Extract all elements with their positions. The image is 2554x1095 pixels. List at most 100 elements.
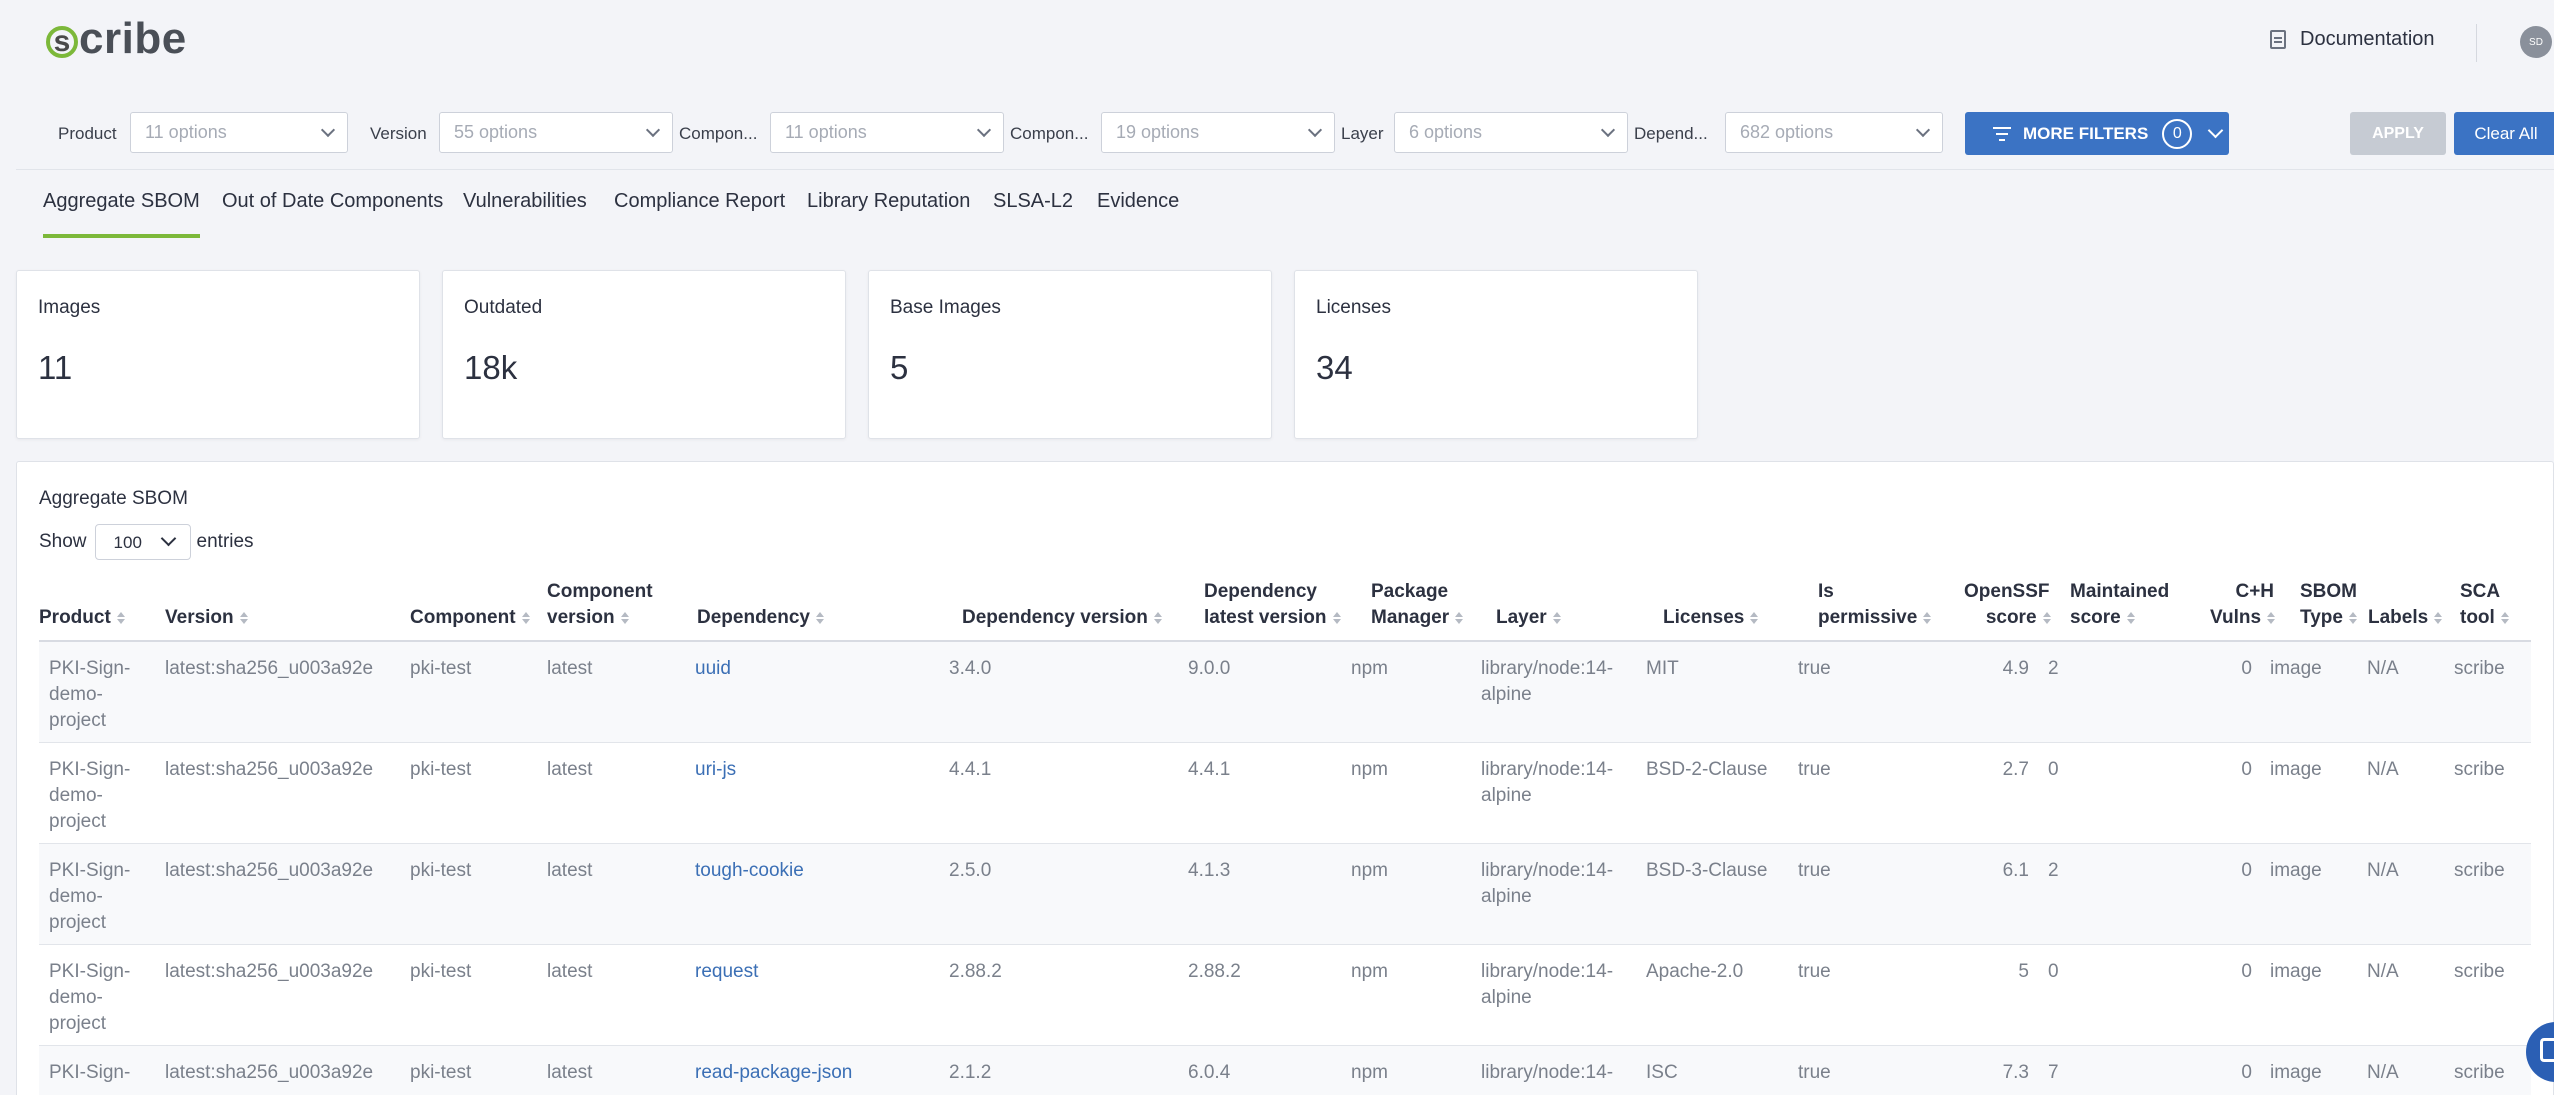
show-label: Show [39, 531, 87, 552]
column-header-text: Dependency [1204, 581, 1317, 602]
layer-filter-placeholder: 6 options [1409, 122, 1483, 142]
tab-vulnerabilities[interactable]: Vulnerabilities [463, 190, 587, 212]
column-header-package-manager[interactable]: Package Manager [1371, 579, 1464, 631]
column-header-text: score [1964, 605, 2051, 631]
dependency-filter-select[interactable]: 682 options [1725, 112, 1943, 153]
avatar[interactable]: SD [2520, 26, 2552, 58]
cell-dependency[interactable]: uuid [695, 658, 731, 679]
sort-icon[interactable] [2042, 611, 2051, 624]
cell-openssf: 7.3 [2002, 1062, 2029, 1083]
sort-icon[interactable] [1153, 611, 1162, 624]
cell-dependency[interactable]: read-package-json [695, 1062, 853, 1083]
version-filter-select[interactable]: 55 options [439, 112, 673, 153]
tab-evidence[interactable]: Evidence [1097, 190, 1180, 212]
cell-product: PKI-Sign-demo-project [49, 961, 131, 1034]
sort-icon[interactable] [815, 611, 824, 624]
cell-dependency-version: 2.1.2 [949, 1062, 992, 1083]
column-header-dependency-latest-version[interactable]: Dependency latest version [1204, 579, 1341, 631]
sort-icon[interactable] [2348, 611, 2357, 624]
entries-per-page-select[interactable]: 100 [94, 524, 191, 560]
stat-card-value: 11 [38, 349, 73, 386]
table-header-divider [39, 640, 2531, 642]
column-header-text: score [2070, 605, 2169, 631]
column-header-is-permissive[interactable]: Is permissive [1818, 579, 1932, 631]
table-row[interactable]: PKI-Sign-demo-project latest:sha256_u003a… [39, 743, 2531, 844]
cell-sca-tool: scribe [2454, 658, 2505, 679]
sort-icon[interactable] [1750, 611, 1759, 624]
column-header-labels[interactable]: Labels [2368, 605, 2443, 631]
column-header-dependency-version[interactable]: Dependency version [962, 605, 1162, 631]
layer-filter-select[interactable]: 6 options [1394, 112, 1628, 153]
tab-aggregate-sbom[interactable]: Aggregate SBOM [43, 190, 200, 238]
dependency-filter-placeholder: 682 options [1740, 122, 1834, 142]
cell-sbom-type: image [2270, 759, 2322, 780]
sort-icon[interactable] [2267, 611, 2276, 624]
column-header-text: Version [165, 605, 248, 631]
cell-package-manager: npm [1351, 658, 1388, 679]
table-row[interactable]: PKI-Sign-demo-project latest:sha256_u003a… [39, 642, 2531, 743]
cell-component: pki-test [410, 759, 472, 780]
sort-icon[interactable] [2500, 611, 2509, 624]
table-row[interactable]: PKI-Sign-demo-project latest:sha256_u003a… [39, 945, 2531, 1046]
cell-vulns: 0 [2241, 860, 2252, 881]
sort-icon[interactable] [1332, 611, 1341, 624]
tab-compliance-report[interactable]: Compliance Report [614, 190, 786, 212]
column-header-sbom-type[interactable]: SBOM Type [2300, 579, 2357, 631]
column-header-text: version [547, 605, 653, 631]
column-header-version[interactable]: Version [165, 605, 248, 631]
cell-layer: library/node:14- alpine [1481, 759, 1614, 806]
tab-library-reputation[interactable]: Library Reputation [807, 190, 971, 212]
column-header-maintained-score[interactable]: Maintained score [2070, 579, 2169, 631]
column-header-text: Layer [1496, 605, 1561, 631]
sort-icon[interactable] [620, 611, 629, 624]
cell-openssf: 6.1 [2002, 860, 2029, 881]
cell-dependency[interactable]: tough-cookie [695, 860, 804, 881]
clear-all-button[interactable]: Clear All [2454, 112, 2554, 155]
table-row[interactable]: PKI-Sign-latest:sha256_u003a92e pki-test l… [39, 1046, 2531, 1095]
cell-version: latest:sha256_u003a92e [165, 1062, 374, 1083]
product-filter-select[interactable]: 11 options [130, 112, 348, 153]
chevron-down-icon [1307, 122, 1323, 138]
column-header-openssf-score[interactable]: OpenSSF score [1964, 579, 2051, 631]
cell-labels: N/A [2367, 759, 2399, 780]
column-header-licenses[interactable]: Licenses [1663, 605, 1759, 631]
scribe-logo[interactable]: s cribe [46, 14, 187, 64]
cell-layer: library/node:14- [1481, 1062, 1614, 1083]
component-version-filter-select[interactable]: 19 options [1101, 112, 1335, 153]
tab-out-of-date-components[interactable]: Out of Date Components [222, 190, 444, 212]
sort-icon[interactable] [239, 611, 248, 624]
cell-dependency-version: 3.4.0 [949, 658, 992, 679]
column-header-sca-tool[interactable]: SCA tool [2460, 579, 2509, 631]
sort-icon[interactable] [1552, 611, 1561, 624]
column-header-text: Component [410, 605, 530, 631]
apply-button[interactable]: APPLY [2350, 112, 2446, 155]
documentation-link[interactable]: Documentation [2270, 28, 2435, 51]
more-filters-button[interactable]: MORE FILTERS 0 [1965, 112, 2229, 155]
sort-icon[interactable] [2126, 611, 2135, 624]
sort-icon[interactable] [1455, 611, 1464, 624]
sort-icon[interactable] [1923, 611, 1932, 624]
column-header-text: Is [1818, 581, 1834, 602]
column-header-c-h-vulns[interactable]: C+H Vulns [2210, 579, 2276, 631]
sort-icon[interactable] [2434, 611, 2443, 624]
panel-title: Aggregate SBOM [39, 488, 188, 509]
sort-icon[interactable] [521, 611, 530, 624]
entries-control: Show 100 entries [39, 524, 254, 560]
cell-component-version: latest [547, 658, 593, 679]
column-header-dependency[interactable]: Dependency [697, 605, 824, 631]
column-header-layer[interactable]: Layer [1496, 605, 1561, 631]
sort-icon[interactable] [116, 611, 125, 624]
cell-latest-version: 4.1.3 [1188, 860, 1231, 881]
cell-dependency[interactable]: request [695, 961, 759, 982]
stat-card-label: Images [38, 297, 101, 318]
table-row[interactable]: PKI-Sign-demo-project latest:sha256_u003a… [39, 844, 2531, 945]
cell-latest-version: 4.4.1 [1188, 759, 1231, 780]
tab-slsa-l2[interactable]: SLSA-L2 [993, 190, 1074, 212]
column-header-component-version[interactable]: Component version [547, 579, 653, 631]
cell-dependency[interactable]: uri-js [695, 759, 737, 780]
column-header-component[interactable]: Component [410, 605, 530, 631]
column-header-product[interactable]: Product [39, 605, 125, 631]
component-filter-select[interactable]: 11 options [770, 112, 1004, 153]
filter-bar: Product 11 options Version 55 options Co… [16, 100, 2554, 170]
component-version-filter-placeholder: 19 options [1116, 122, 1200, 142]
